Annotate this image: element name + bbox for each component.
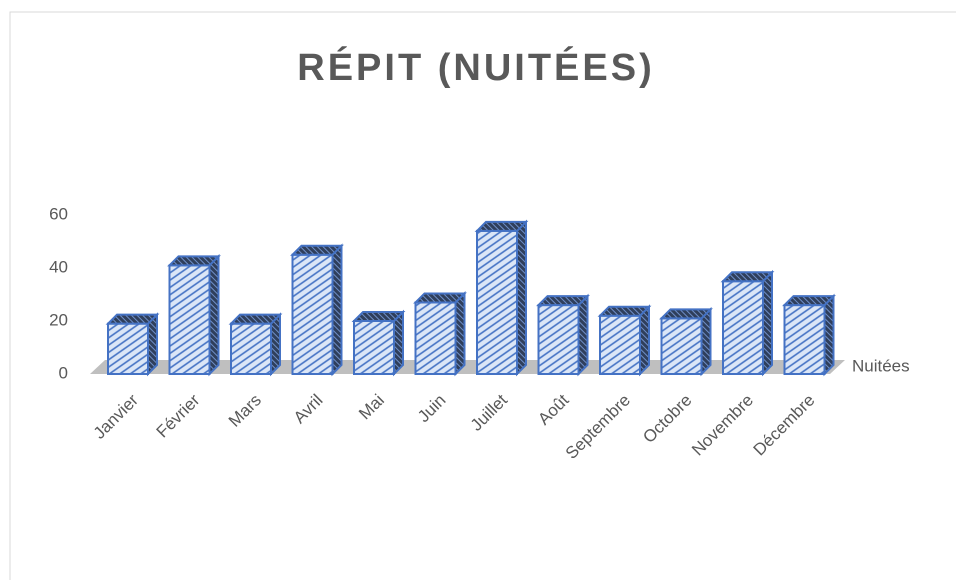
bar-top (290, 244, 344, 256)
bar-side (331, 243, 343, 377)
bar-front (107, 322, 149, 375)
bar-top (474, 220, 529, 232)
bar (105, 312, 160, 377)
bar-top (351, 311, 406, 322)
y-tick-label: 60 (49, 204, 68, 223)
chart-title: RÉPIT (NUITÉES) (297, 45, 654, 89)
bar (659, 306, 713, 377)
bar-top (597, 305, 652, 317)
bar-front (660, 317, 703, 376)
bar-side (393, 309, 404, 377)
y-tick-label: 20 (49, 310, 68, 329)
bar-front (230, 322, 272, 375)
bar-top (105, 313, 160, 325)
bar-side (516, 219, 527, 377)
bar-top (413, 292, 467, 304)
bar (167, 253, 221, 377)
bar-side (700, 306, 712, 377)
bar-side (454, 291, 466, 377)
bar-front (414, 301, 457, 376)
bar (351, 309, 406, 377)
bar-top (228, 313, 283, 325)
y-tick-label: 40 (49, 257, 68, 276)
bar-top (659, 308, 713, 320)
bar (474, 219, 529, 377)
bar (720, 269, 775, 377)
bar-front (537, 304, 580, 376)
bar (413, 291, 467, 377)
bar-side (208, 253, 220, 377)
bar (536, 293, 590, 377)
bar-top (720, 271, 775, 283)
bar-front (291, 253, 334, 375)
bar-front (599, 314, 641, 376)
bar-side (762, 269, 773, 377)
bar-side (823, 293, 835, 377)
bar-top (536, 295, 590, 307)
bar-front (783, 304, 826, 376)
bar (228, 312, 283, 377)
bar-front (168, 264, 211, 376)
bar-side (577, 293, 589, 377)
series-label: Nuitées (852, 356, 910, 375)
y-tick-label: 0 (59, 363, 68, 382)
bar-top (167, 255, 221, 267)
bar-front (353, 320, 395, 375)
bar-top (782, 295, 836, 307)
bar-front (476, 229, 518, 375)
bar (782, 293, 836, 377)
bar (290, 243, 344, 377)
bar-side (639, 304, 650, 377)
bar (597, 304, 652, 377)
bar-front (722, 280, 764, 375)
